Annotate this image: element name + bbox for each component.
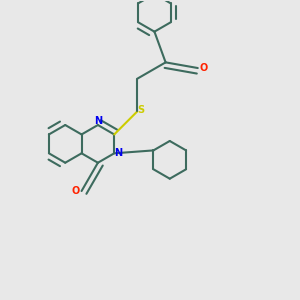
Text: N: N [114, 148, 122, 158]
Text: N: N [94, 116, 102, 126]
Text: O: O [72, 186, 80, 196]
Text: O: O [199, 63, 208, 73]
Text: S: S [137, 105, 144, 115]
